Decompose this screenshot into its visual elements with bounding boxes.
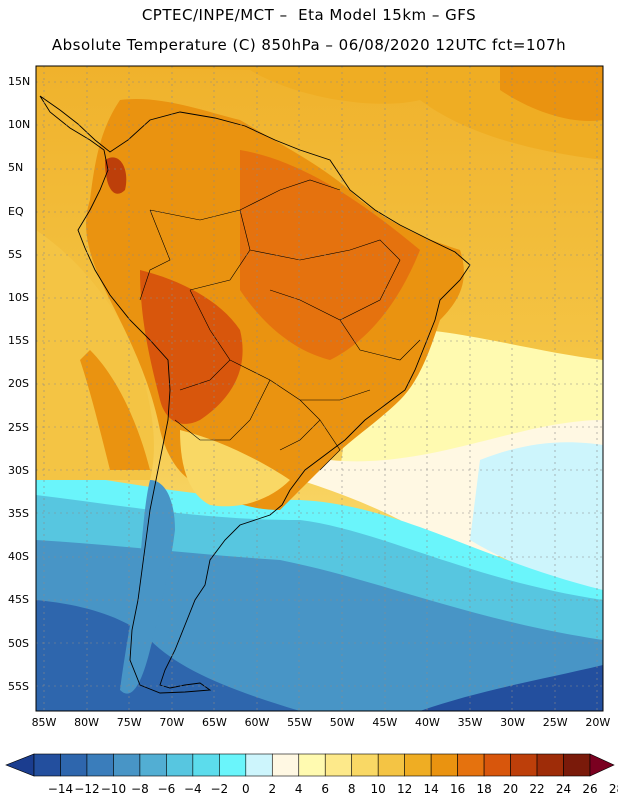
colorbar-label: 2 (268, 782, 277, 796)
colorbar-label: 0 (241, 782, 250, 796)
lon-label: 85W (31, 716, 57, 729)
colorbar-label: 10 (370, 782, 386, 796)
colorbar-swatch (86, 753, 114, 777)
lat-label: 25S (8, 420, 29, 434)
colorbar-swatch (139, 753, 167, 777)
southern-cone-yellow (180, 430, 290, 507)
colorbar-swatch (298, 753, 326, 777)
coastline (39, 95, 471, 694)
colorbar-swatch (351, 753, 379, 777)
lat-label: 20S (8, 377, 29, 391)
colorbar-label: −10 (100, 782, 127, 796)
lon-label: 35W (457, 716, 483, 729)
lon-label: 30W (500, 716, 526, 729)
pacific-orange-strip (80, 350, 150, 470)
chart-title-line-2: Absolute Temperature (C) 850hPa – 06/08/… (51, 36, 567, 54)
lat-label: 15N (8, 75, 31, 88)
colorbar-swatch (510, 753, 538, 777)
chart-title-line-1: CPTEC/INPE/MCT – Eta Model 15km – GFS (141, 6, 477, 24)
lat-label: 30S (8, 463, 29, 477)
colorbar-label: 22 (529, 782, 545, 796)
colorbar-label: 8 (347, 782, 356, 796)
lat-lon-grid (36, 66, 603, 711)
dark-blue-southeast (420, 665, 603, 711)
map-frame (35, 65, 604, 712)
colorbar-label: −6 (157, 782, 176, 796)
deep-blue-southwest (36, 600, 300, 711)
colorbar (5, 753, 615, 777)
colorbar-label: 14 (423, 782, 439, 796)
colorbar-label: 12 (397, 782, 413, 796)
lat-label: 10S (8, 291, 29, 304)
colorbar-label: 18 (476, 782, 492, 796)
lon-label: 60W (244, 716, 270, 729)
colorbar-swatch (377, 753, 405, 777)
lat-label: 5N (8, 161, 24, 175)
lat-label: EQ (8, 204, 24, 218)
colorbar-label: −12 (74, 782, 100, 796)
colorbar-label: 20 (502, 782, 519, 796)
colorbar-swatch (324, 753, 353, 777)
lat-label: 55S (8, 679, 29, 693)
colorbar-arrow-left (5, 753, 35, 777)
lat-label: 10N (8, 118, 31, 132)
colorbar-label: 26 (582, 782, 598, 796)
lat-label: 35S (8, 507, 29, 520)
lat-label: 5S (8, 247, 22, 261)
lon-label: 55W (287, 716, 313, 729)
continent-hot-core (140, 270, 243, 424)
lon-label: 50W (329, 716, 355, 729)
colorbar-label: 16 (449, 782, 466, 796)
colorbar-swatch (483, 753, 511, 777)
lon-label: 25W (542, 716, 568, 729)
colorbar-swatch (536, 753, 564, 777)
lat-label: 50S (8, 636, 29, 650)
colorbar-label: −2 (210, 782, 229, 796)
colorbar-swatch (113, 753, 141, 777)
colorbar-swatch (271, 753, 300, 777)
lon-label: 40W (414, 716, 440, 729)
colorbar-swatch (219, 753, 247, 777)
lat-label: 40S (8, 550, 29, 564)
colorbar-swatch (33, 753, 61, 777)
warm-band-north (36, 66, 603, 160)
lon-label: 65W (201, 716, 227, 729)
colorbar-swatch (192, 753, 220, 777)
patagonia (120, 480, 175, 694)
colorbar-swatch (457, 753, 485, 777)
colorbar-swatch (563, 753, 591, 777)
lon-label: 75W (116, 716, 142, 729)
colorbar-swatch (404, 753, 432, 777)
colorbar-label: 4 (294, 782, 303, 796)
colorbar-label: 24 (555, 782, 572, 796)
colorbar-swatch (430, 753, 458, 777)
light-cyan-band (470, 442, 603, 590)
colorbar-swatch (166, 753, 194, 777)
lon-label: 45W (372, 716, 398, 729)
colorbar-label: 28 (608, 782, 618, 796)
andes-hot-streak (105, 157, 127, 194)
colorbar-swatch (245, 753, 273, 777)
warm-ne-atlantic (500, 66, 603, 121)
colorbar-label: −4 (183, 782, 202, 796)
lat-label: 15S (8, 334, 29, 348)
colorbar-label: 6 (321, 782, 330, 796)
colorbar-label: −8 (131, 782, 149, 796)
colorbar-label: −14 (47, 782, 74, 796)
lat-label: 45S (8, 593, 29, 607)
lon-label: 70W (159, 716, 185, 729)
colorbar-arrow-right (589, 753, 615, 777)
colorbar-swatch (60, 753, 88, 777)
country-borders (139, 179, 421, 471)
lon-label: 80W (74, 716, 100, 729)
lon-label: 20W (585, 716, 611, 729)
